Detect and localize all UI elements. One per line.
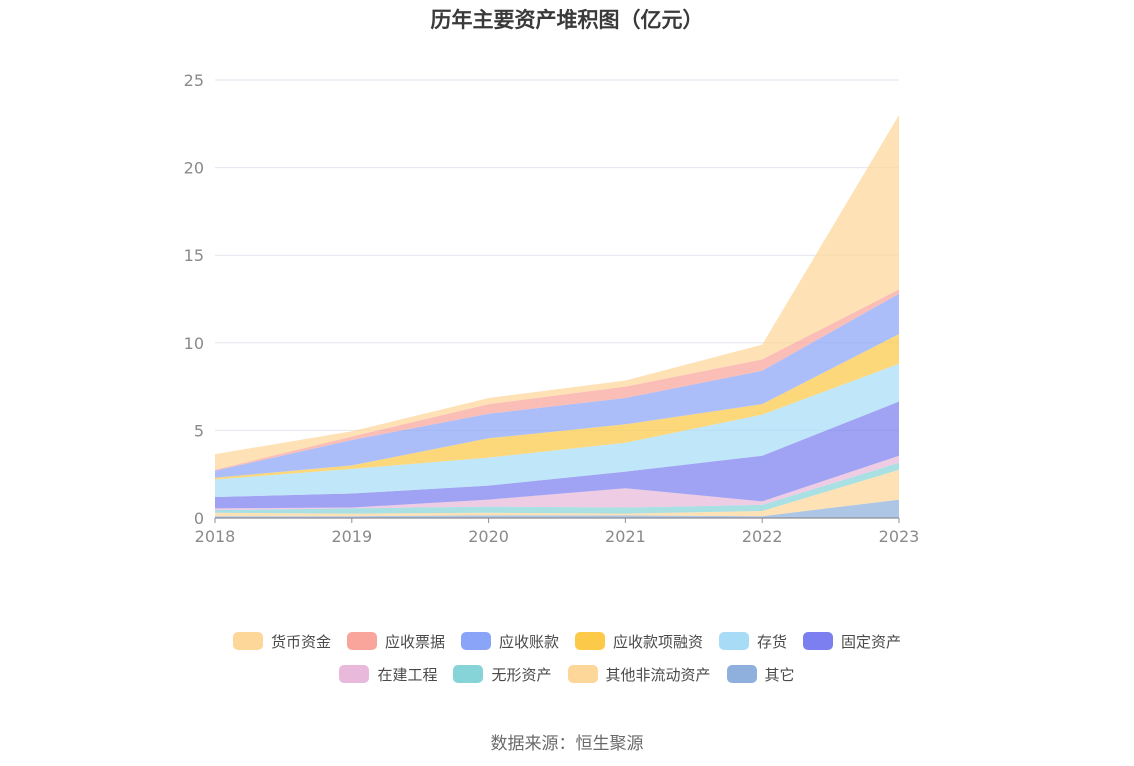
- legend-swatch: [453, 665, 484, 683]
- legend-row: 在建工程 无形资产 其他非流动资产 其它: [0, 663, 1134, 685]
- x-tick-label: 2023: [879, 527, 920, 546]
- legend-label: 货币资金: [270, 632, 331, 651]
- legend-item[interactable]: 应收账款: [460, 631, 559, 652]
- legend-label: 固定资产: [841, 632, 902, 651]
- legend-label: 在建工程: [377, 665, 438, 684]
- legend-item[interactable]: 固定资产: [803, 631, 901, 652]
- chart-title: 历年主要资产堆积图（亿元）: [430, 8, 704, 32]
- x-tick-label: 2019: [331, 527, 372, 546]
- legend-swatch: [575, 632, 605, 650]
- legend-label: 其它: [764, 665, 795, 684]
- y-tick-label: 15: [184, 246, 204, 265]
- area-series-group: [215, 115, 899, 518]
- legend-item[interactable]: 在建工程: [339, 664, 437, 685]
- legend-swatch: [346, 632, 377, 650]
- legend-label: 无形资产: [491, 665, 552, 684]
- legend-row: 货币资金 应收票据 应收账款 应收款项融资 存货 固定资产: [0, 630, 1134, 652]
- legend-item[interactable]: 无形资产: [453, 664, 552, 685]
- legend-swatch: [726, 665, 757, 683]
- legend-swatch: [339, 665, 370, 683]
- legend-item[interactable]: 货币资金: [232, 631, 331, 652]
- legend-item[interactable]: 存货: [719, 631, 787, 652]
- area-series-5: [215, 363, 899, 497]
- x-tick-label: 2022: [742, 527, 783, 546]
- area-series-4: [215, 401, 899, 509]
- legend-item[interactable]: 其它: [726, 664, 795, 685]
- x-tick-label: 2018: [195, 527, 236, 546]
- legend-label: 应收票据: [384, 632, 445, 651]
- area-series-6: [215, 334, 899, 480]
- legend-label: 应收款项融资: [613, 632, 704, 651]
- legend-item[interactable]: 应收款项融资: [575, 631, 703, 652]
- y-tick-label: 25: [184, 71, 204, 90]
- data-source: 数据来源：恒生聚源: [490, 734, 644, 754]
- x-tick-label: 2021: [605, 527, 646, 546]
- legend-item[interactable]: 应收票据: [346, 631, 445, 652]
- legend-swatch: [719, 632, 750, 650]
- x-tick-label: 2020: [468, 527, 509, 546]
- legend: 货币资金 应收票据 应收账款 应收款项融资 存货 固定资产在建工程 无形资产 其他非流动资产 其…: [0, 630, 1134, 696]
- y-tick-label: 0: [194, 509, 204, 528]
- area-series-0: [215, 499, 899, 518]
- legend-label: 存货: [757, 632, 788, 651]
- y-tick-label: 20: [184, 159, 204, 178]
- y-tick-label: 10: [184, 334, 204, 353]
- y-tick-label: 5: [194, 421, 204, 440]
- area-series-3: [215, 455, 899, 511]
- legend-label: 其他非流动资产: [605, 665, 711, 684]
- stacked-area-chart: 0 5 10 15 20 25 2018 2019 2020 2021 2022 2023: [184, 71, 920, 546]
- legend-swatch: [460, 632, 491, 650]
- legend-item[interactable]: 其他非流动资产: [567, 664, 711, 685]
- legend-swatch: [803, 632, 834, 650]
- legend-label: 应收账款: [498, 632, 559, 651]
- legend-swatch: [232, 632, 263, 650]
- area-series-7: [215, 293, 899, 478]
- axes: 0 5 10 15 20 25 2018 2019 2020 2021 2022 2023: [184, 71, 920, 546]
- legend-swatch: [567, 665, 598, 683]
